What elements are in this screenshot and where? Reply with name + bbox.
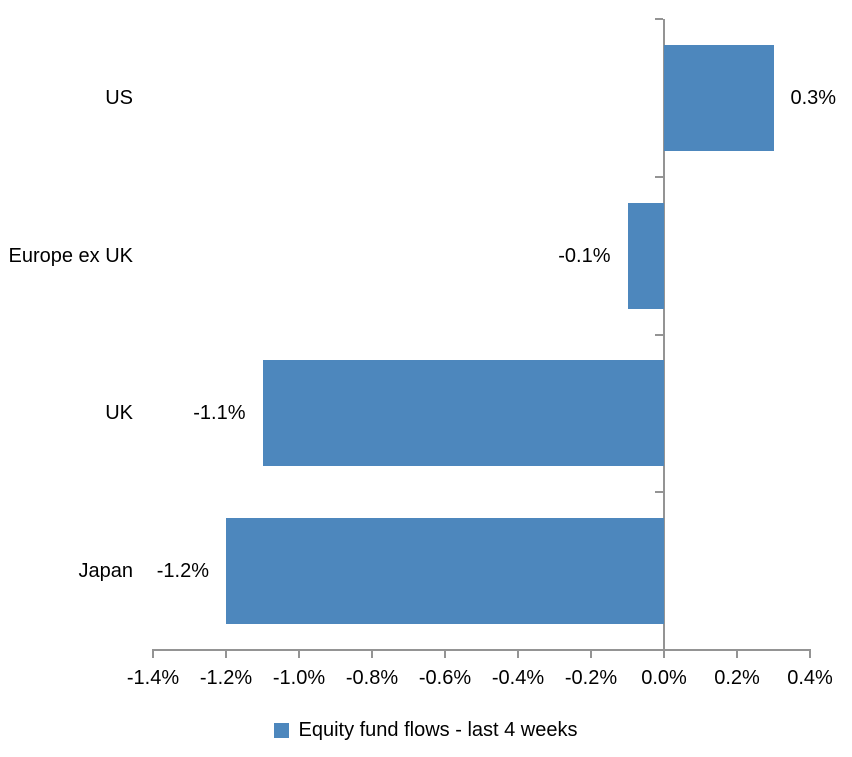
legend-swatch-icon (274, 722, 290, 738)
category-label: UK (105, 402, 133, 425)
x-axis-tick-label: -0.8% (345, 667, 399, 689)
x-axis-tick (444, 650, 446, 658)
x-axis-tick (225, 650, 227, 658)
x-axis-tick (809, 650, 811, 658)
x-axis-tick-label: -0.4% (491, 667, 545, 689)
x-axis-tick-label: -0.6% (418, 667, 472, 689)
category-axis-tick (655, 18, 663, 20)
bar-us (664, 44, 774, 151)
category-axis-tick (655, 649, 663, 651)
legend: Equity fund flows - last 4 weeks (0, 716, 852, 744)
x-axis-tick (298, 650, 300, 658)
x-axis-tick-label: -1.4% (126, 667, 180, 689)
data-label: -1.1% (193, 402, 246, 425)
x-axis-tick-label: 0.4% (787, 667, 833, 689)
category-label: Japan (78, 560, 134, 583)
data-label: 0.3% (790, 86, 837, 109)
x-axis-tick (517, 650, 519, 658)
x-axis-tick (736, 650, 738, 658)
x-axis-tick (152, 650, 154, 658)
category-label: US (105, 86, 133, 109)
y-axis-line (663, 19, 665, 651)
x-axis-tick-label: -1.2% (199, 667, 253, 689)
x-axis-tick-label: -0.2% (564, 667, 618, 689)
x-axis-tick-label: -1.0% (272, 667, 326, 689)
data-label: -0.1% (558, 244, 611, 267)
data-label: -1.2% (156, 560, 209, 583)
legend-label: Equity fund flows - last 4 weeks (298, 718, 578, 741)
x-axis-tick-label: 0.0% (641, 667, 687, 689)
x-axis-line (152, 649, 811, 651)
bar-japan (226, 518, 664, 625)
x-axis-tick-label: 0.2% (714, 667, 760, 689)
bar-uk (262, 360, 664, 467)
x-axis-tick (371, 650, 373, 658)
bar-europe-ex-uk (627, 202, 664, 309)
category-label: Europe ex UK (8, 244, 133, 267)
x-axis-tick (590, 650, 592, 658)
plot-area: -1.4% -1.2% -1.0% -0.8% -0.6% -0.4% -0.2% 0.0% 0… (8, 18, 837, 689)
category-axis-tick (655, 333, 663, 336)
x-axis-tick (663, 650, 665, 658)
category-axis-tick (655, 175, 663, 178)
category-axis-tick (655, 491, 663, 494)
